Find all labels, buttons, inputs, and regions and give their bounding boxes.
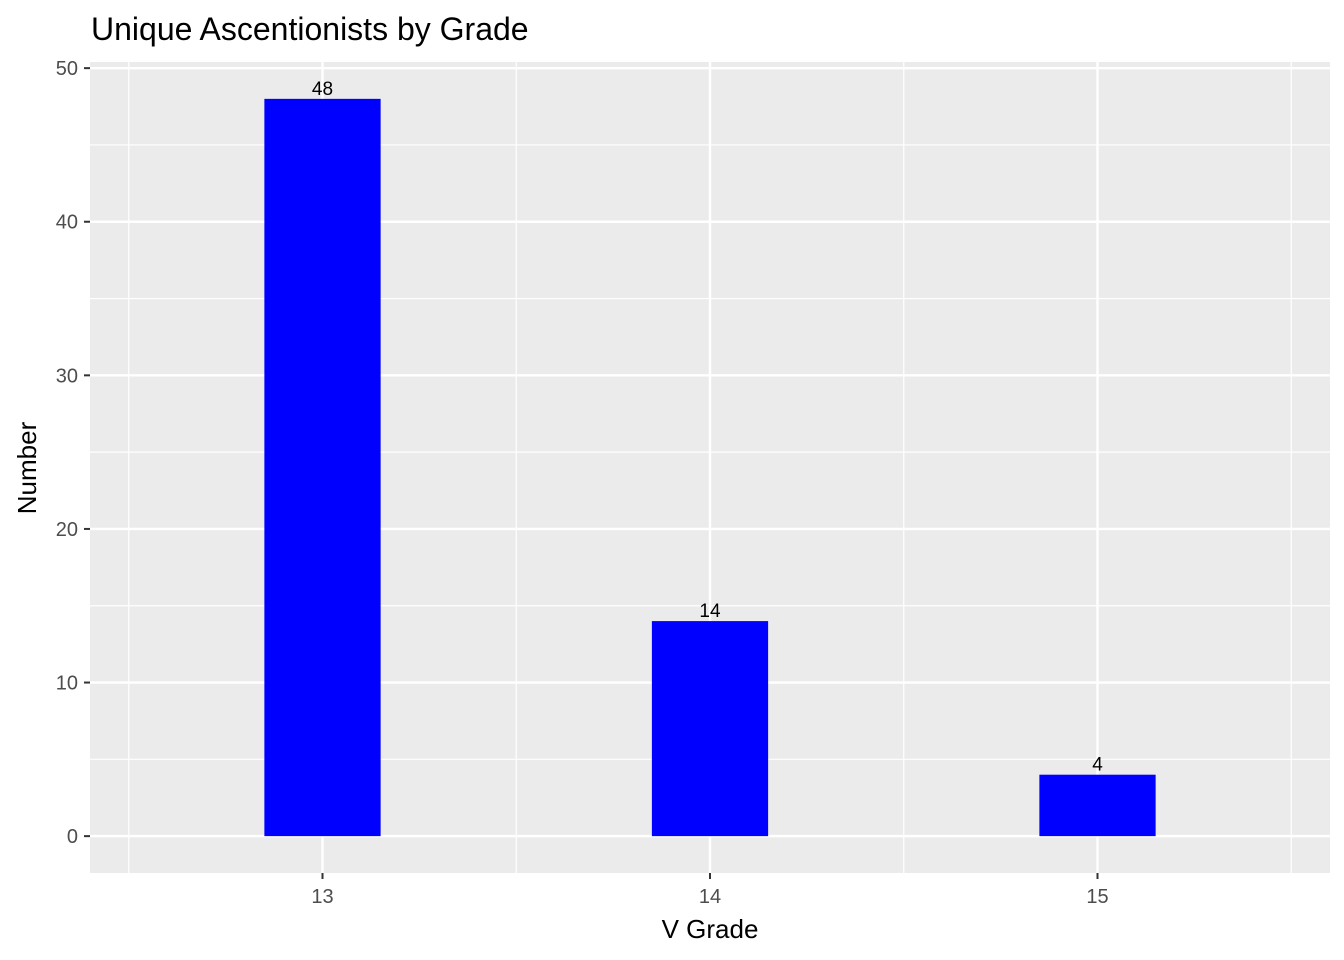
y-axis-title: Number <box>12 421 42 514</box>
bar-15 <box>1039 774 1156 837</box>
x-tick-label: 14 <box>699 886 721 908</box>
y-axis: 0 10 20 30 40 50 <box>56 58 90 848</box>
bar-14 <box>651 621 769 837</box>
x-tick-label: 13 <box>311 886 333 908</box>
y-tick-label: 30 <box>56 365 78 387</box>
x-axis-title: V Grade <box>662 914 759 944</box>
bars <box>264 98 1156 837</box>
y-tick-label: 40 <box>56 212 78 234</box>
data-label-13: 48 <box>312 79 333 100</box>
bar-13 <box>264 98 381 837</box>
data-label-15: 4 <box>1092 755 1103 776</box>
y-tick-label: 20 <box>56 519 78 541</box>
chart-title: Unique Ascentionists by Grade <box>91 11 529 47</box>
data-labels: 48 14 4 <box>312 79 1103 776</box>
y-tick-label: 50 <box>56 58 78 80</box>
x-axis: 13 14 15 <box>311 873 1109 908</box>
y-tick-label: 10 <box>56 673 78 695</box>
y-tick-label: 0 <box>67 826 78 848</box>
x-tick-label: 15 <box>1086 886 1108 908</box>
data-label-14: 14 <box>699 601 721 622</box>
